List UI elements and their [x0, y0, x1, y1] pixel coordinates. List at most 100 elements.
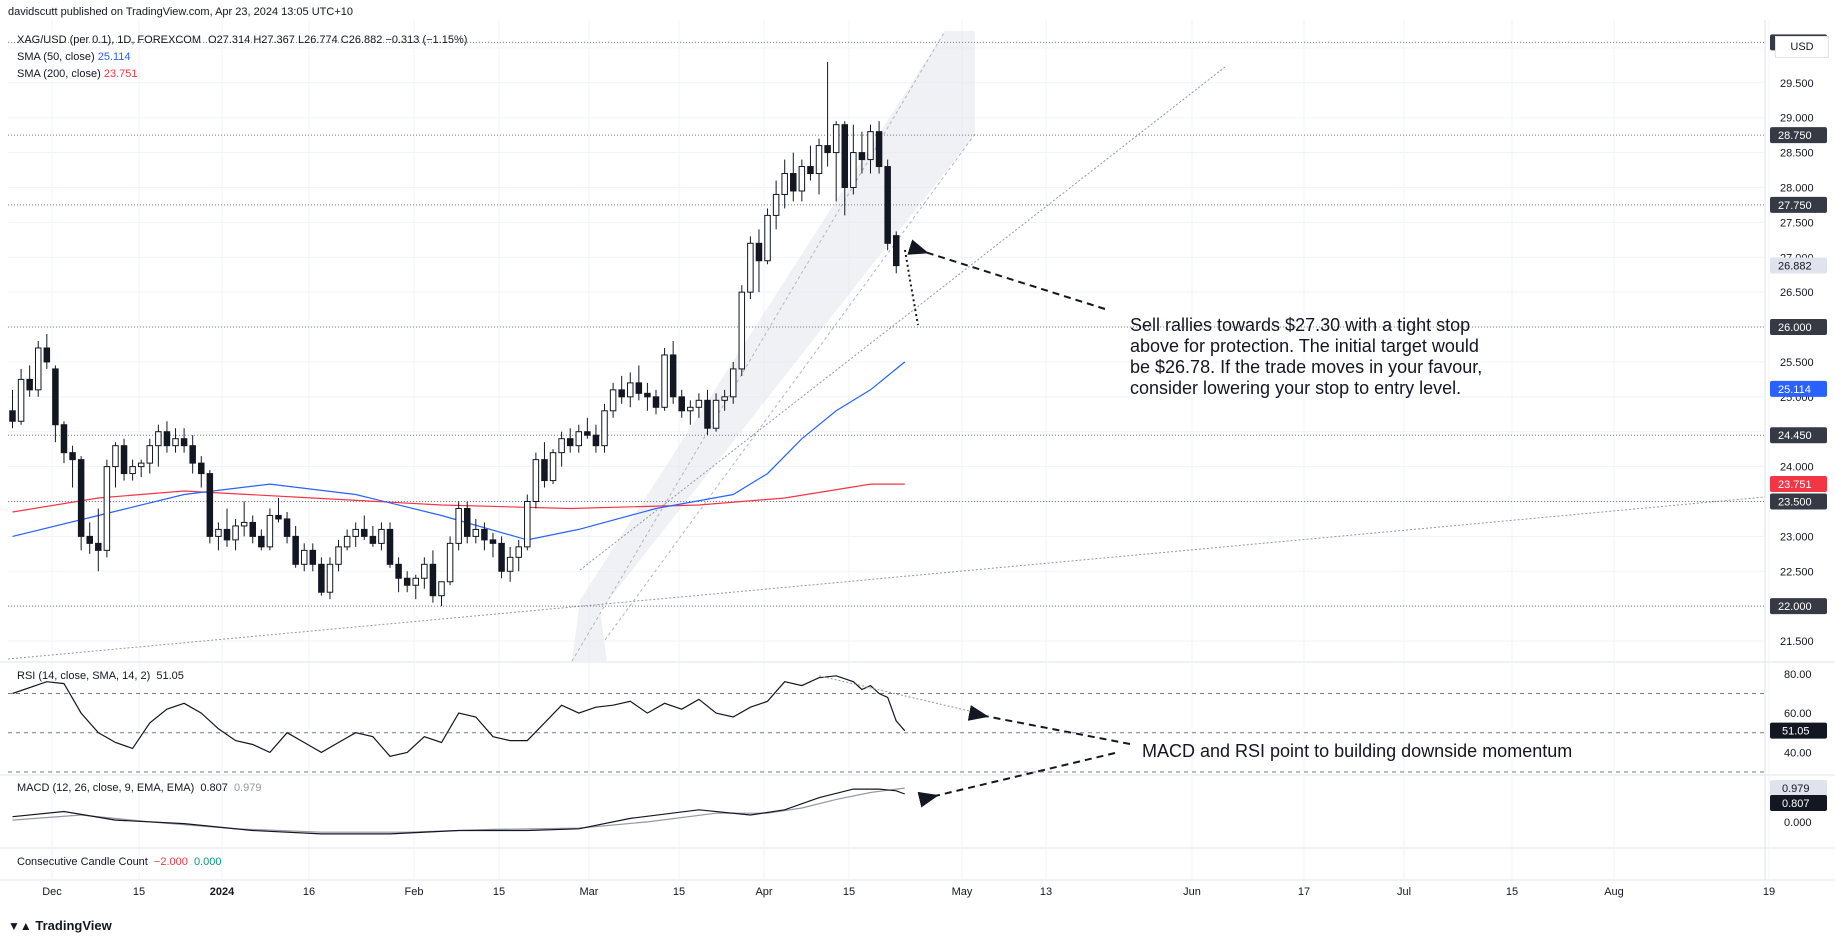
candle: [275, 498, 282, 523]
arrow-to-rsi: [967, 705, 1131, 745]
candle-body: [378, 528, 385, 544]
candle-body: [687, 406, 694, 412]
ccc-legend[interactable]: Consecutive Candle Count −2.000 0.000: [17, 856, 221, 868]
candle: [541, 442, 548, 488]
candle-body: [318, 563, 325, 593]
candle: [755, 229, 763, 293]
candle-body: [798, 166, 806, 192]
candle: [772, 180, 780, 230]
candle: [472, 518, 480, 544]
candle-body: [249, 521, 256, 537]
candle-body: [704, 399, 711, 429]
candle: [712, 393, 720, 432]
x-tick-label: 15: [843, 886, 855, 898]
candle: [129, 459, 136, 481]
candle-body: [884, 166, 891, 244]
candle-body: [43, 347, 51, 363]
y-tick-label: 29.500: [1780, 78, 1814, 90]
tv-logo-icon: ▼▲: [8, 919, 32, 933]
candle-body: [678, 396, 685, 412]
candle-body: [669, 354, 677, 398]
candle-body: [867, 131, 874, 161]
y-tick-label: 23.000: [1780, 531, 1814, 543]
candle-body: [103, 466, 111, 551]
candle: [850, 124, 857, 195]
candle: [292, 525, 299, 568]
sma200-label: SMA (200, close): [17, 68, 101, 80]
level-tag-label: 28.750: [1778, 130, 1812, 142]
candle: [558, 431, 565, 467]
candle: [395, 557, 402, 593]
x-tick-label: Feb: [405, 886, 424, 898]
candle: [146, 438, 154, 474]
ohlc-high: H27.367: [253, 34, 295, 46]
candle: [627, 372, 634, 408]
macd-signal-tag-label: 0.979: [1782, 783, 1810, 795]
ccc-label: Consecutive Candle Count: [17, 856, 148, 868]
candle: [189, 435, 196, 474]
candle: [824, 61, 831, 167]
currency-label[interactable]: USD: [1775, 36, 1829, 58]
ccc-value-1: −2.000: [153, 856, 188, 868]
price-tag: [1770, 380, 1827, 397]
x-tick-label: Aug: [1604, 886, 1624, 898]
chart-canvas: 21.50022.00022.50023.00023.50024.00024.5…: [0, 20, 1835, 898]
candle-body: [584, 431, 591, 436]
candle-body: [506, 556, 514, 572]
candle: [43, 334, 51, 369]
x-tick-label: 2024: [210, 886, 235, 898]
candle-body: [790, 173, 797, 192]
rsi-label: RSI (14, close, SMA, 14, 2): [17, 670, 151, 682]
channel-upper-line: [571, 30, 946, 662]
symbol-legend[interactable]: XAG/USD (per 0.1), 1D, FOREXCOM O27.314 …: [17, 34, 467, 46]
tradingview-logo[interactable]: ▼▲ TradingView: [8, 918, 112, 933]
candle: [34, 341, 42, 397]
sma200-line: [12, 483, 905, 513]
candle-body: [52, 368, 59, 426]
candle: [635, 365, 643, 401]
candle-body: [695, 399, 703, 408]
price-tag: [1770, 257, 1827, 274]
candle-body: [832, 124, 840, 154]
candle-body: [661, 354, 668, 408]
tv-brand: TradingView: [35, 918, 112, 933]
candle: [532, 452, 540, 509]
candle-body: [292, 535, 299, 565]
candle: [661, 347, 668, 411]
candle: [335, 539, 342, 572]
x-tick-label: 15: [673, 886, 685, 898]
candle-body: [215, 528, 222, 537]
sma200-legend[interactable]: SMA (200, close) 23.751: [17, 68, 137, 80]
sma50-label: SMA (50, close): [17, 51, 95, 63]
candle: [77, 456, 85, 551]
candle-body: [738, 291, 746, 370]
rsi-value: 51.05: [156, 670, 184, 682]
symbol-name: XAG/USD (per 0.1), 1D, FOREXCOM: [17, 34, 201, 46]
candle-body: [541, 459, 548, 482]
candle: [678, 389, 685, 418]
candle-body: [764, 214, 771, 262]
candle: [223, 508, 231, 547]
macd-legend[interactable]: MACD (12, 26, close, 9, EMA, EMA) 0.807 …: [17, 782, 261, 794]
x-tick-label: 15: [493, 886, 505, 898]
macd-signal-line: [12, 787, 905, 833]
candle: [112, 442, 119, 488]
candle-body: [446, 542, 454, 583]
candle: [412, 574, 420, 600]
sma50-legend[interactable]: SMA (50, close) 25.114: [17, 51, 131, 63]
rsi-legend[interactable]: RSI (14, close, SMA, 14, 2) 51.05: [17, 670, 184, 682]
candle: [498, 536, 505, 579]
candle: [300, 543, 308, 572]
y-tick-label: 22.500: [1780, 566, 1814, 578]
candle: [266, 508, 274, 551]
macd-value-tag-label: 0.807: [1782, 798, 1810, 810]
trend-line-support: [579, 66, 1226, 571]
level-tag: [1770, 127, 1827, 144]
candle: [721, 389, 728, 411]
candle-body: [824, 145, 831, 154]
candle: [103, 459, 111, 558]
candle-body: [644, 392, 651, 398]
candle-body: [232, 525, 239, 541]
rsi-line: [12, 675, 906, 757]
macd-signal-tag: [1770, 780, 1827, 797]
